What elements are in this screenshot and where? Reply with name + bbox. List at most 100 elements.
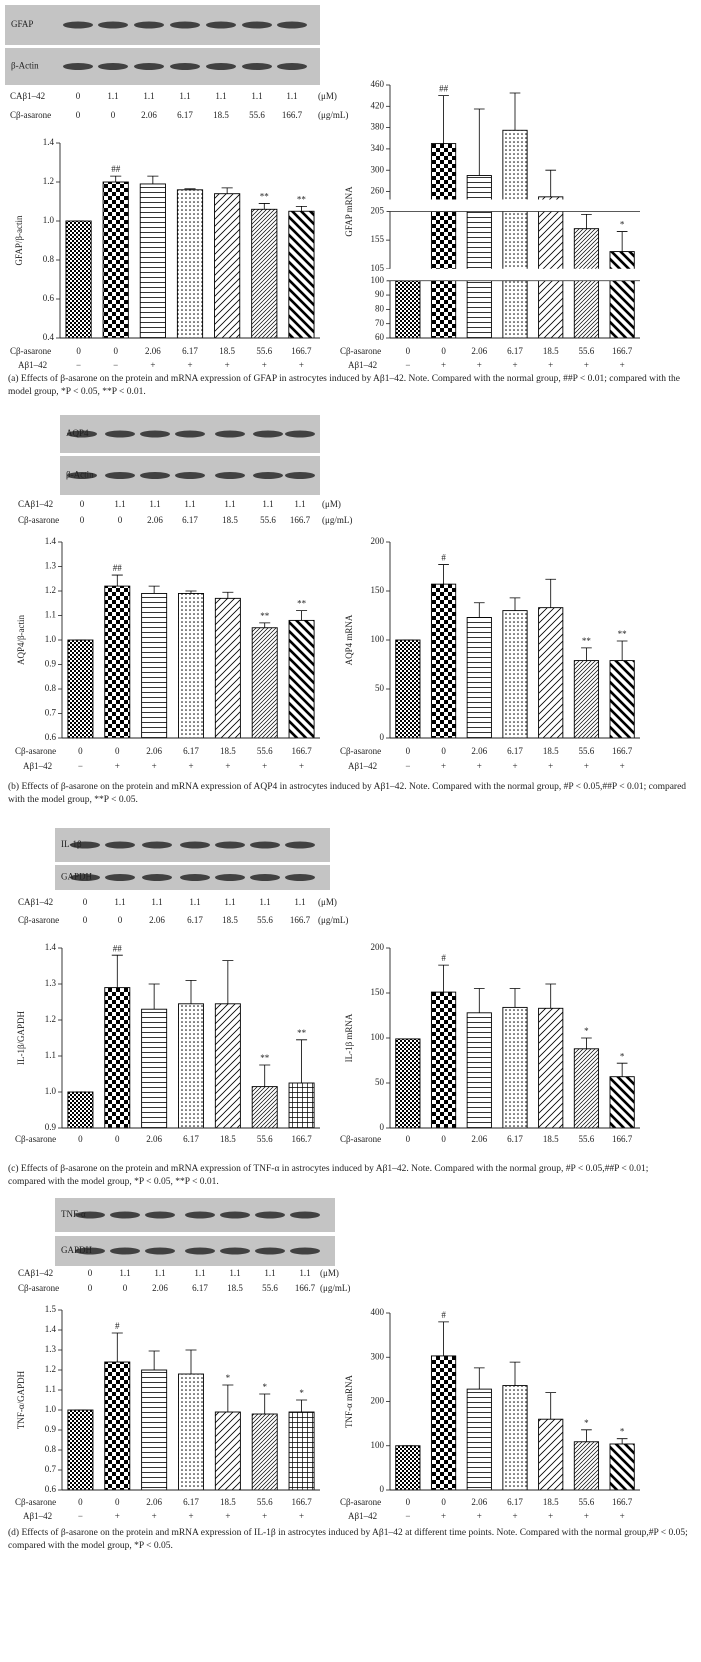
- conc-value: 1.1: [264, 1268, 275, 1278]
- y-tick-label: 200: [371, 942, 385, 952]
- conc-value: 2.06: [149, 915, 165, 925]
- x-tick-label: 0: [76, 346, 81, 356]
- x-tick-label: 2.06: [471, 746, 487, 756]
- x-tick-label-2: +: [188, 761, 193, 771]
- x-tick-label-2: +: [512, 1511, 517, 1521]
- bar: [67, 1409, 94, 1491]
- bar: [251, 1086, 278, 1129]
- conc-value: 1.1: [294, 499, 305, 509]
- error-bar: [148, 585, 160, 594]
- error-bar: [438, 1321, 449, 1356]
- x-tick-label-2: −: [78, 1511, 83, 1521]
- bar: [176, 189, 204, 339]
- bar: [466, 617, 492, 739]
- error-bar: [111, 954, 123, 988]
- y-tick-label: 0.7: [45, 1464, 57, 1474]
- significance-label: **: [297, 599, 307, 609]
- blot-band: [67, 430, 97, 438]
- x-tick-label: 0: [406, 1134, 411, 1144]
- error-bar: [296, 610, 308, 621]
- blot-label: β-Actin: [66, 470, 94, 480]
- x-tick-label-2: +: [441, 1511, 446, 1521]
- x-tick-label: 55.6: [257, 746, 273, 756]
- error-bar: [259, 1393, 271, 1414]
- x-tick-label: 55.6: [256, 346, 272, 356]
- x-tick-label: 166.7: [291, 746, 312, 756]
- x-tick-label: 0: [78, 746, 83, 756]
- conc-value: 0: [80, 515, 85, 525]
- conc-value: 0: [83, 897, 88, 907]
- x-row-label: Cβ-asarone: [10, 346, 51, 356]
- error-bar: [296, 1399, 308, 1412]
- blot-band: [70, 874, 100, 881]
- error-bar: [545, 983, 557, 1009]
- bar: [573, 1048, 600, 1129]
- conc-value: 18.5: [213, 110, 229, 120]
- x-tick-label: 0: [115, 746, 120, 756]
- x-tick-label: 0: [115, 1134, 120, 1144]
- conc-unit: (μM): [320, 1268, 339, 1278]
- blot-band: [134, 63, 164, 70]
- x-tick-label-2: −: [405, 360, 410, 370]
- blot-label: GAPDH: [61, 1245, 93, 1255]
- x-tick-label-2: +: [620, 360, 625, 370]
- significance-label: ##: [439, 84, 449, 94]
- y-tick-label: 1.2: [45, 585, 56, 595]
- blot-band: [290, 1211, 320, 1219]
- bar: [214, 1003, 241, 1129]
- bar: [395, 639, 421, 739]
- error-bar: [110, 175, 122, 182]
- x-row-label: Cβ-asarone: [340, 746, 381, 756]
- bar: [141, 593, 168, 739]
- bar: [609, 251, 635, 339]
- blot-band: [255, 1211, 285, 1219]
- x-tick-label-2: +: [262, 1511, 267, 1521]
- error-bar: [545, 169, 557, 197]
- conc-value: 18.5: [222, 915, 238, 925]
- x-tick-label: 55.6: [579, 1497, 595, 1507]
- y-axis-label: TNF-α/GAPDH: [16, 1370, 26, 1429]
- y-tick-label: 1.0: [45, 1404, 57, 1414]
- y-tick-label: 1.2: [45, 1364, 56, 1374]
- x-tick-label: 0: [441, 1497, 446, 1507]
- bar: [502, 1385, 528, 1491]
- bar: [395, 1445, 421, 1491]
- x-tick-label: 6.17: [183, 1497, 199, 1507]
- x-tick-label: 18.5: [219, 346, 235, 356]
- axis-break: [384, 199, 644, 212]
- blot-band: [170, 21, 200, 29]
- significance-label: *: [226, 1373, 231, 1383]
- bar: [430, 1355, 457, 1491]
- y-tick-label: 1.3: [45, 978, 57, 988]
- x-tick-label: 55.6: [579, 746, 595, 756]
- y-tick-label: 0.4: [43, 332, 55, 342]
- error-bar: [259, 622, 271, 628]
- bar: [104, 987, 131, 1129]
- conc-label: CAβ1–42: [18, 1268, 53, 1278]
- x-tick-label: 166.7: [612, 1134, 633, 1144]
- conc-value: 166.7: [290, 915, 311, 925]
- y-tick-label: 105: [371, 263, 385, 273]
- bar: [288, 619, 315, 739]
- blot-band: [242, 21, 272, 29]
- bar: [214, 193, 241, 339]
- x-tick-label-2: +: [548, 761, 553, 771]
- x-tick-label: 2.06: [471, 346, 487, 356]
- y-tick-label: 50: [375, 683, 385, 693]
- blot-label: TNF-α: [61, 1209, 86, 1219]
- x-tick-label-2: +: [477, 360, 482, 370]
- bar: [288, 210, 315, 339]
- x-tick-label-2: +: [584, 1511, 589, 1521]
- y-tick-label: 0.6: [45, 732, 57, 742]
- blot-band: [175, 472, 205, 479]
- significance-label: #: [441, 1310, 446, 1320]
- y-tick-label: 90: [375, 289, 385, 299]
- x-tick-label: 6.17: [507, 1134, 523, 1144]
- blot-label: β-Actin: [11, 61, 39, 71]
- bar: [609, 1076, 635, 1129]
- y-tick-label: 1.4: [45, 1324, 57, 1334]
- x-tick-label: 18.5: [543, 746, 559, 756]
- blot-band: [290, 1247, 320, 1255]
- significance-label: *: [299, 1388, 304, 1398]
- conc-unit: (μg/mL): [318, 110, 348, 120]
